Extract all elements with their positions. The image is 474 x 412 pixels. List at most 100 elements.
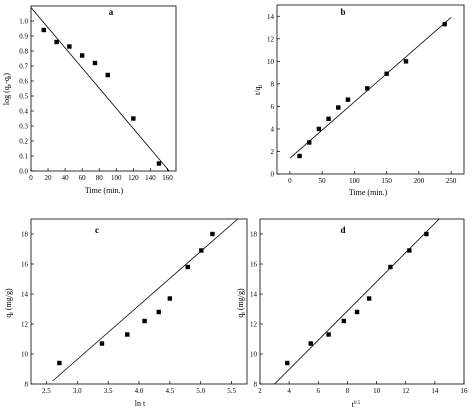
x-tick-label: 80 xyxy=(96,174,104,182)
fit-line xyxy=(30,7,170,172)
y-tick-label: 0.0 xyxy=(19,168,28,176)
y-tick-label: 1.0 xyxy=(19,18,28,26)
data-point xyxy=(316,126,322,132)
x-tick-label: 250 xyxy=(446,177,457,185)
y-tick-label: 6 xyxy=(271,103,275,111)
data-point xyxy=(388,264,393,270)
data-point xyxy=(99,341,105,346)
y-tick-label: 0.9 xyxy=(19,33,28,41)
x-tick-label: 2 xyxy=(258,387,262,395)
x-tick-label: 2.5 xyxy=(42,387,51,395)
y-tick-label: 10 xyxy=(21,351,29,359)
x-tick-label: 3.5 xyxy=(104,387,113,395)
panel-d: 2 4 6 8 10 12 14 16 8 10 12 14 16 18 d t0.5 qt (mg/g) xyxy=(236,218,469,409)
x-tick-label: 16 xyxy=(461,387,469,395)
x-axis-label: Time (min.) xyxy=(349,188,388,197)
data-point xyxy=(365,86,370,91)
data-point xyxy=(424,231,429,237)
data-point xyxy=(442,21,447,27)
y-tick-label: 10 xyxy=(250,351,258,359)
panel-title: d xyxy=(340,225,345,235)
y-tick-label: 8 xyxy=(271,80,275,88)
panel-title: c xyxy=(95,225,99,235)
data-point xyxy=(57,360,62,366)
y-tick-label: 12 xyxy=(21,321,29,329)
y-tick-label: 0.3 xyxy=(19,123,28,131)
plot-frame xyxy=(276,4,465,175)
x-tick-label: 0 xyxy=(29,174,33,182)
y-tick-label: 0.6 xyxy=(19,78,28,86)
x-axis-label: ln t xyxy=(135,399,146,408)
y-tick-label: 0.5 xyxy=(19,93,28,101)
y-tick-label: 0 xyxy=(271,171,275,179)
y-tick-label: 16 xyxy=(21,261,29,269)
data-point xyxy=(92,60,98,66)
x-tick-label: 10 xyxy=(373,387,381,395)
x-tick-label: 4 xyxy=(287,387,291,395)
data-point xyxy=(142,318,147,324)
data-point xyxy=(297,153,302,159)
plot-frame xyxy=(259,218,465,385)
data-point xyxy=(67,44,72,49)
x-tick-label: 5.5 xyxy=(227,387,236,395)
x-tick-label: 40 xyxy=(62,174,70,182)
data-point xyxy=(185,264,190,270)
y-tick-label: 12 xyxy=(267,35,275,43)
data-point xyxy=(307,140,312,145)
fit-line xyxy=(289,17,452,159)
plot-frame xyxy=(30,218,248,385)
y-tick-label: 16 xyxy=(250,261,258,269)
x-tick-label: 60 xyxy=(79,174,87,182)
y-tick-label: 2 xyxy=(271,148,275,156)
data-point xyxy=(285,360,290,366)
plot-frame xyxy=(30,5,177,172)
y-tick-label: 8 xyxy=(254,381,258,389)
y-tick-label: 14 xyxy=(21,291,29,299)
x-tick-label: 160 xyxy=(162,174,173,182)
y-tick-label: 18 xyxy=(21,231,29,239)
y-axis-label: t/qt xyxy=(253,85,264,95)
y-axis-label: qt (mg/g) xyxy=(236,288,247,318)
panel-b: 0 50 100 150 200 250 0 2 4 6 8 10 12 14 b Time (min.)… xyxy=(253,4,465,197)
y-tick-label: 4 xyxy=(271,125,275,133)
x-axis-label: t0.5 xyxy=(352,400,361,409)
fit-line xyxy=(52,218,239,382)
panel-title: b xyxy=(340,7,345,17)
y-axis-label: log (qe-qt) xyxy=(2,73,13,106)
y-tick-label: 12 xyxy=(250,321,258,329)
x-tick-label: 150 xyxy=(381,177,392,185)
data-point xyxy=(384,71,389,76)
x-tick-label: 3.0 xyxy=(73,387,82,395)
x-tick-label: 12 xyxy=(402,387,410,395)
y-tick-label: 0.4 xyxy=(19,108,28,116)
y-tick-label: 0.7 xyxy=(19,63,28,71)
x-tick-label: 14 xyxy=(431,387,439,395)
x-tick-label: 4.0 xyxy=(135,387,144,395)
y-tick-label: 18 xyxy=(250,231,258,239)
data-point xyxy=(345,97,351,102)
x-tick-label: 100 xyxy=(349,177,360,185)
data-point xyxy=(336,105,341,110)
y-tick-label: 0.2 xyxy=(19,138,28,146)
y-tick-label: 10 xyxy=(267,58,275,66)
x-tick-label: 120 xyxy=(128,174,139,182)
data-point xyxy=(79,53,85,58)
x-tick-label: 5.0 xyxy=(196,387,205,395)
fit-line xyxy=(274,218,440,385)
y-tick-label: 8 xyxy=(25,381,29,389)
x-tick-label: 4.5 xyxy=(165,387,174,395)
y-tick-label: 0.8 xyxy=(19,48,28,56)
x-axis-label: Time (min.) xyxy=(85,186,124,195)
data-point xyxy=(199,248,204,253)
data-point xyxy=(131,116,136,121)
x-tick-label: 100 xyxy=(111,174,122,182)
data-point xyxy=(326,116,331,121)
data-point xyxy=(167,296,173,301)
y-tick-label: 14 xyxy=(267,13,275,21)
data-point xyxy=(156,309,161,315)
data-point xyxy=(105,72,110,78)
data-point xyxy=(156,161,162,166)
y-tick-label: 14 xyxy=(250,291,258,299)
